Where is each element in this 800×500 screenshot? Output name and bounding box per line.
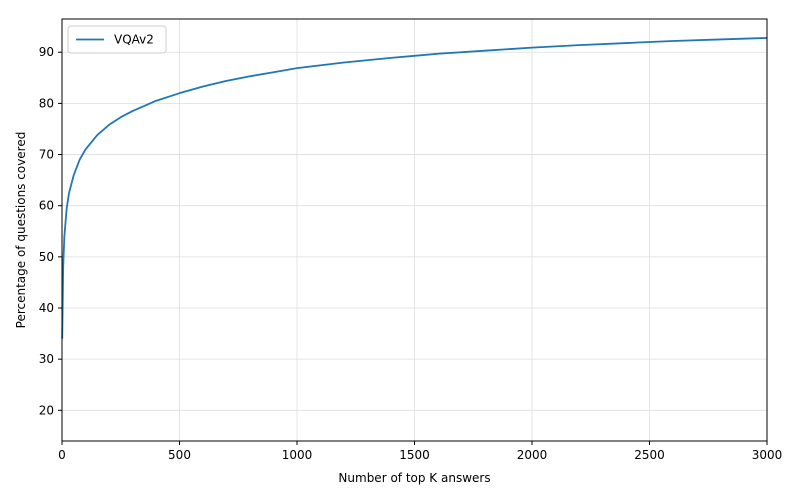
x-tick-label: 2000 — [517, 448, 548, 462]
legend-box — [67, 25, 167, 54]
y-tick-label: 90 — [39, 45, 54, 59]
y-tick-label: 20 — [39, 403, 54, 417]
legend-label: VQAv2 — [114, 33, 154, 47]
grid — [61, 19, 768, 441]
y-tick-label: 40 — [39, 301, 54, 315]
x-tick-label: 1000 — [282, 448, 313, 462]
y-axis-ticks: 20 30 40 50 60 70 80 90 — [39, 45, 62, 417]
y-tick-label: 80 — [39, 96, 54, 110]
y-axis-label: Percentage of questions covered — [14, 132, 28, 329]
series-layer — [61, 37, 768, 339]
y-tick-label: 50 — [39, 250, 54, 264]
x-axis-ticks: 0 500 1000 1500 2000 2500 3000 — [58, 441, 782, 462]
y-tick-label: 70 — [39, 148, 54, 162]
x-tick-label: 2500 — [634, 448, 665, 462]
y-tick-label: 30 — [39, 352, 54, 366]
legend: VQAv2 — [67, 25, 167, 54]
x-axis-label: Number of top K answers — [338, 471, 490, 485]
x-tick-label: 3000 — [752, 448, 783, 462]
series-line-vqav2 — [61, 37, 768, 339]
x-tick-label: 1500 — [399, 448, 430, 462]
x-tick-label: 0 — [58, 448, 66, 462]
x-tick-label: 500 — [168, 448, 191, 462]
y-tick-label: 60 — [39, 199, 54, 213]
